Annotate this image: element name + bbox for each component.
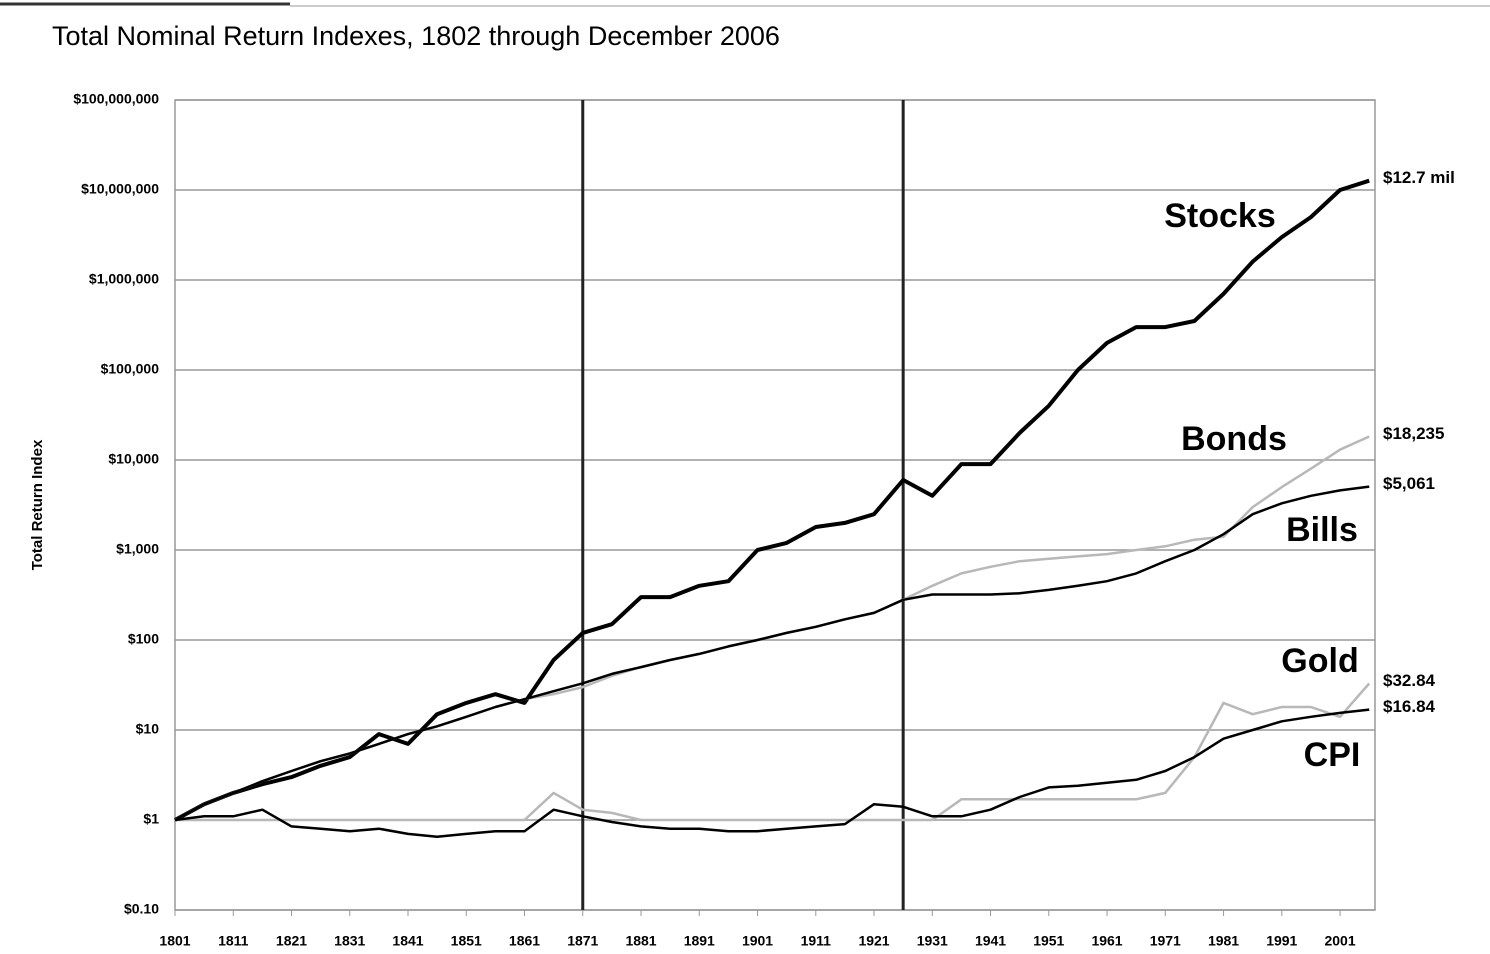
x-tick-label: 1811 — [218, 933, 249, 949]
x-tick-label: 1931 — [917, 933, 948, 949]
y-tick-label: $1,000,000 — [89, 271, 159, 287]
end-value-label: $12.7 mil — [1383, 168, 1455, 187]
end-value-label: $16.84 — [1383, 697, 1436, 716]
series-label: Gold — [1281, 642, 1358, 680]
y-axis-label: Total Return Index — [29, 439, 46, 570]
series-line — [175, 682, 1371, 822]
y-tick-label: $10,000 — [108, 451, 159, 467]
series-line — [174, 178, 1370, 822]
x-tick-label: 1841 — [392, 933, 423, 949]
series-label: Bills — [1286, 511, 1358, 549]
x-tick-label: 1891 — [684, 933, 715, 949]
x-tick-label: 1801 — [159, 933, 190, 949]
series-line — [174, 485, 1370, 822]
series-label: Bonds — [1181, 420, 1287, 458]
chart-title: Total Nominal Return Indexes, 1802 throu… — [52, 21, 780, 51]
x-tick-label: 1821 — [276, 933, 307, 949]
x-tick-label: 1991 — [1266, 933, 1297, 949]
y-tick-label: $1 — [143, 811, 159, 827]
x-tick-label: 1911 — [801, 933, 832, 949]
x-tick-label: 1881 — [625, 933, 656, 949]
x-tick-label: 1831 — [334, 933, 365, 949]
x-tick-label: 1861 — [509, 933, 540, 949]
series-label: CPI — [1304, 736, 1361, 774]
x-tick-label: 1971 — [1150, 933, 1181, 949]
series-label: Stocks — [1164, 197, 1276, 235]
y-tick-label: $100,000 — [101, 361, 160, 377]
x-tick-label: 1901 — [742, 933, 773, 949]
x-tick-label: 1851 — [451, 933, 482, 949]
end-value-label: $18,235 — [1383, 424, 1444, 443]
x-tick-label: 1951 — [1033, 933, 1064, 949]
series-line — [174, 708, 1370, 839]
y-tick-label: $100,000,000 — [73, 91, 159, 107]
end-value-label: $5,061 — [1383, 474, 1435, 493]
y-tick-label: $10,000,000 — [81, 181, 159, 197]
x-tick-label: 1961 — [1091, 933, 1122, 949]
y-tick-label: $1,000 — [116, 541, 159, 557]
x-tick-label: 1921 — [858, 933, 889, 949]
y-tick-label: $100 — [128, 631, 159, 647]
y-tick-label: $10 — [136, 721, 160, 737]
y-tick-label: $0.10 — [124, 901, 159, 917]
end-value-label: $32.84 — [1383, 671, 1436, 690]
x-tick-label: 1871 — [567, 933, 598, 949]
x-tick-label: 2001 — [1324, 933, 1355, 949]
x-tick-label: 1981 — [1208, 933, 1239, 949]
x-tick-label: 1941 — [975, 933, 1006, 949]
